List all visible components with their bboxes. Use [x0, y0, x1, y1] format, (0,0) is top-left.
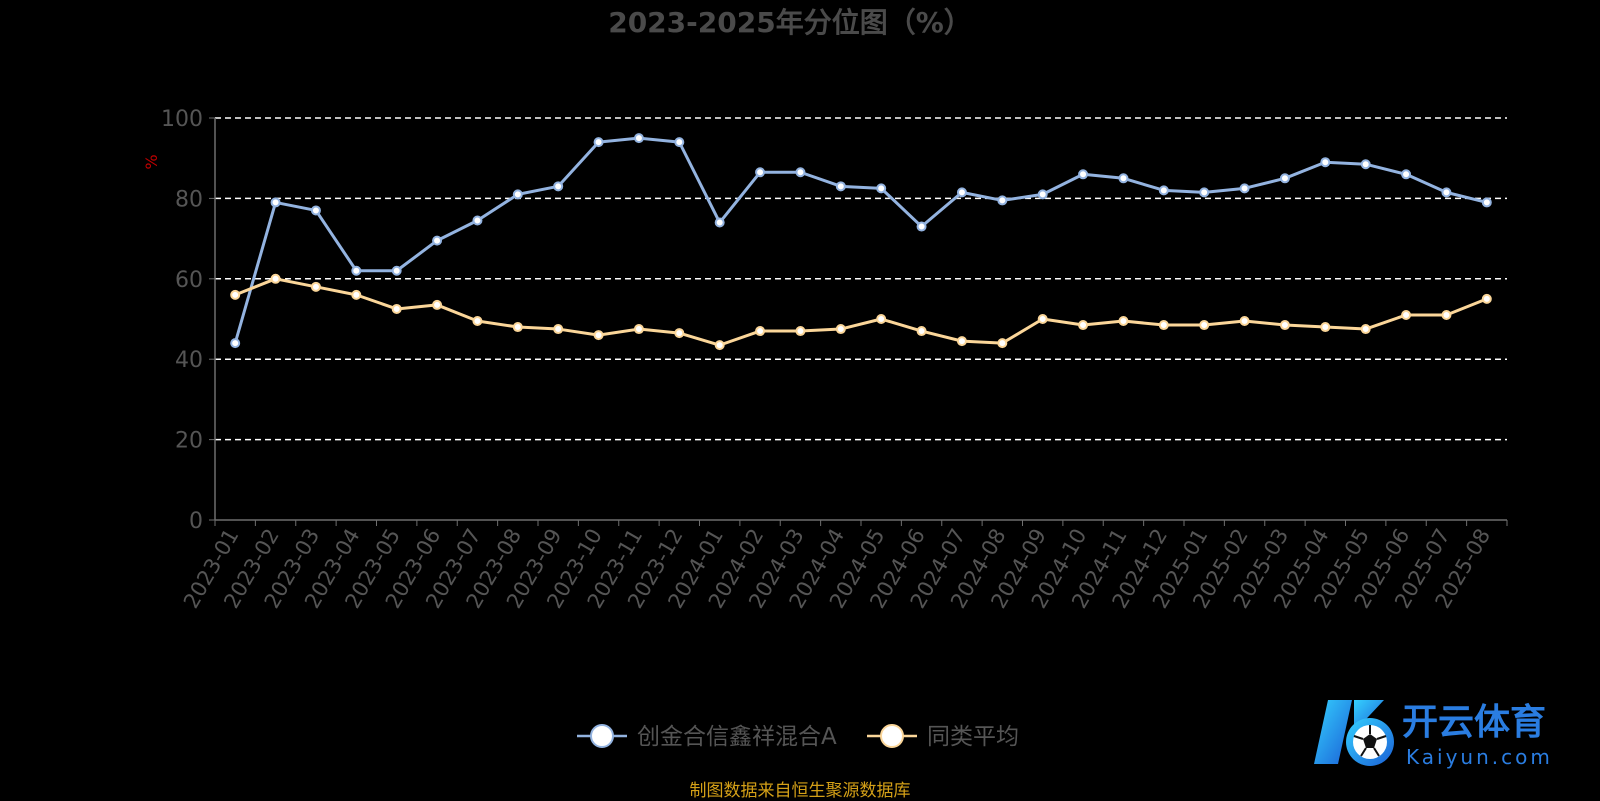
data-point — [512, 189, 523, 200]
data-point — [1037, 314, 1048, 324]
y-tick-label: 0 — [189, 509, 203, 534]
watermark: 开云体育 Kaiyun.com — [1310, 694, 1600, 786]
data-point — [432, 235, 443, 246]
data-point — [1481, 197, 1492, 208]
data-point — [1078, 320, 1089, 331]
data-point — [956, 336, 967, 347]
data-point — [553, 324, 564, 335]
data-point — [1199, 320, 1210, 331]
source-note: 制图数据来自恒生聚源数据库 — [689, 781, 911, 801]
data-point — [593, 330, 604, 341]
data-point — [876, 314, 887, 324]
data-point — [553, 181, 564, 192]
data-point — [1360, 159, 1371, 170]
data-point — [755, 326, 766, 337]
watermark-brand-cn: 开云体育 — [1402, 702, 1546, 743]
data-point — [391, 303, 402, 314]
data-point — [1401, 309, 1412, 320]
data-point — [1158, 185, 1169, 196]
y-tick-label: 20 — [175, 429, 203, 454]
data-point — [795, 326, 806, 337]
data-point — [270, 197, 281, 208]
data-point — [1320, 157, 1331, 168]
data-point — [674, 137, 685, 148]
data-point — [230, 289, 241, 300]
data-point — [1279, 173, 1290, 184]
legend-item[interactable]: 同类平均 — [867, 724, 1019, 750]
series-line — [234, 277, 1488, 347]
data-point — [633, 324, 644, 335]
series-line — [233, 136, 1488, 344]
data-point — [633, 133, 644, 144]
y-tick-label: 100 — [161, 107, 203, 132]
data-point — [472, 316, 483, 327]
legend-item[interactable]: 创金合信鑫祥混合A — [577, 724, 837, 750]
data-point — [1279, 320, 1290, 331]
y-tick-label: 40 — [175, 348, 203, 373]
data-point — [432, 299, 443, 310]
data-point — [835, 181, 846, 192]
legend-label: 创金合信鑫祥混合A — [637, 724, 837, 750]
data-point — [1118, 316, 1129, 327]
y-tick-label: 80 — [175, 187, 203, 212]
y-axis-label: % — [142, 154, 161, 169]
data-point — [1199, 187, 1210, 198]
data-point — [1158, 320, 1169, 331]
data-point — [1441, 309, 1452, 320]
data-point — [1118, 173, 1129, 184]
data-point — [310, 281, 321, 292]
data-point — [674, 328, 685, 339]
data-point — [391, 265, 402, 276]
watermark-brand-en: Kaiyun.com — [1406, 745, 1553, 769]
grid-lines — [215, 117, 1507, 441]
series-lines — [230, 133, 1492, 351]
data-point — [1239, 183, 1250, 194]
k-soccer-ball-logo-icon — [1314, 700, 1394, 766]
data-point — [1481, 293, 1492, 304]
data-point — [1320, 322, 1331, 333]
data-point — [310, 205, 321, 216]
data-point — [835, 324, 846, 335]
legend-swatch-marker — [590, 724, 614, 748]
data-point — [1441, 187, 1452, 198]
data-point — [1401, 169, 1412, 180]
legend-swatch-marker — [880, 724, 904, 748]
legend[interactable]: 创金合信鑫祥混合A 同类平均 — [577, 724, 1019, 750]
data-point — [916, 326, 927, 337]
data-point — [956, 187, 967, 198]
data-point — [351, 265, 362, 276]
data-point — [997, 338, 1008, 349]
data-point — [1239, 316, 1250, 327]
chart-title: 2023-2025年分位图（%） — [608, 6, 972, 39]
data-point — [230, 338, 241, 349]
data-point — [916, 221, 927, 232]
data-point — [1360, 324, 1371, 335]
data-point — [755, 167, 766, 178]
data-point — [795, 167, 806, 178]
data-point — [270, 273, 281, 284]
data-point — [876, 183, 887, 194]
data-point — [593, 137, 604, 148]
data-point — [714, 340, 725, 351]
data-point — [351, 289, 362, 300]
data-point — [1078, 169, 1089, 180]
data-point — [472, 215, 483, 226]
data-point — [997, 195, 1008, 206]
data-point — [714, 217, 725, 228]
data-point — [1037, 189, 1048, 200]
y-tick-label: 60 — [175, 268, 203, 293]
legend-label: 同类平均 — [927, 724, 1019, 750]
data-point — [512, 322, 523, 333]
